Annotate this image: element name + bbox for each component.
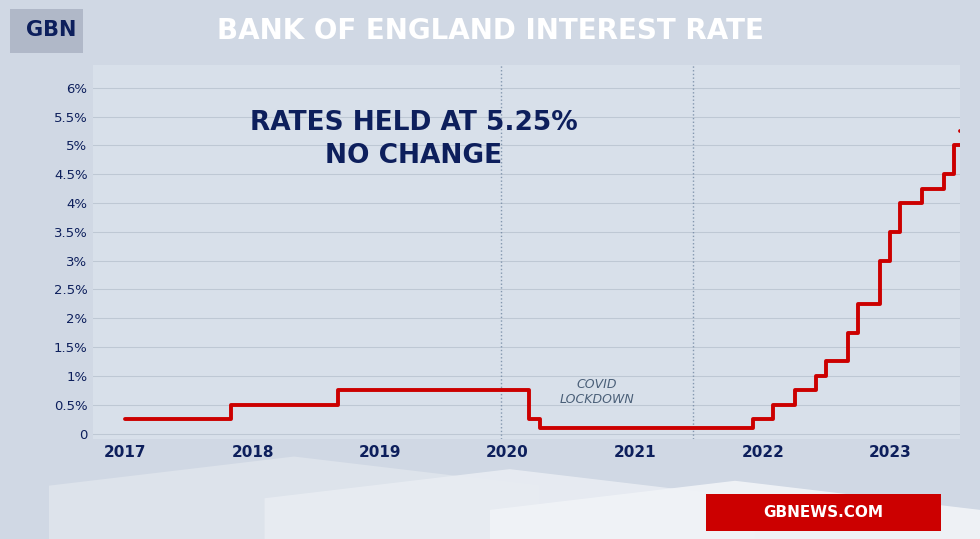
Polygon shape (0, 442, 980, 539)
Polygon shape (49, 457, 539, 539)
Text: COVID
LOCKDOWN: COVID LOCKDOWN (560, 378, 634, 406)
Polygon shape (265, 469, 755, 539)
Text: RATES HELD AT 5.25%
NO CHANGE: RATES HELD AT 5.25% NO CHANGE (250, 110, 578, 169)
FancyBboxPatch shape (706, 494, 941, 531)
Text: GBN: GBN (25, 20, 76, 40)
Text: BANK OF ENGLAND INTEREST RATE: BANK OF ENGLAND INTEREST RATE (217, 17, 763, 45)
Text: GBNEWS.COM: GBNEWS.COM (763, 505, 883, 520)
FancyBboxPatch shape (10, 9, 83, 53)
Polygon shape (490, 481, 980, 539)
